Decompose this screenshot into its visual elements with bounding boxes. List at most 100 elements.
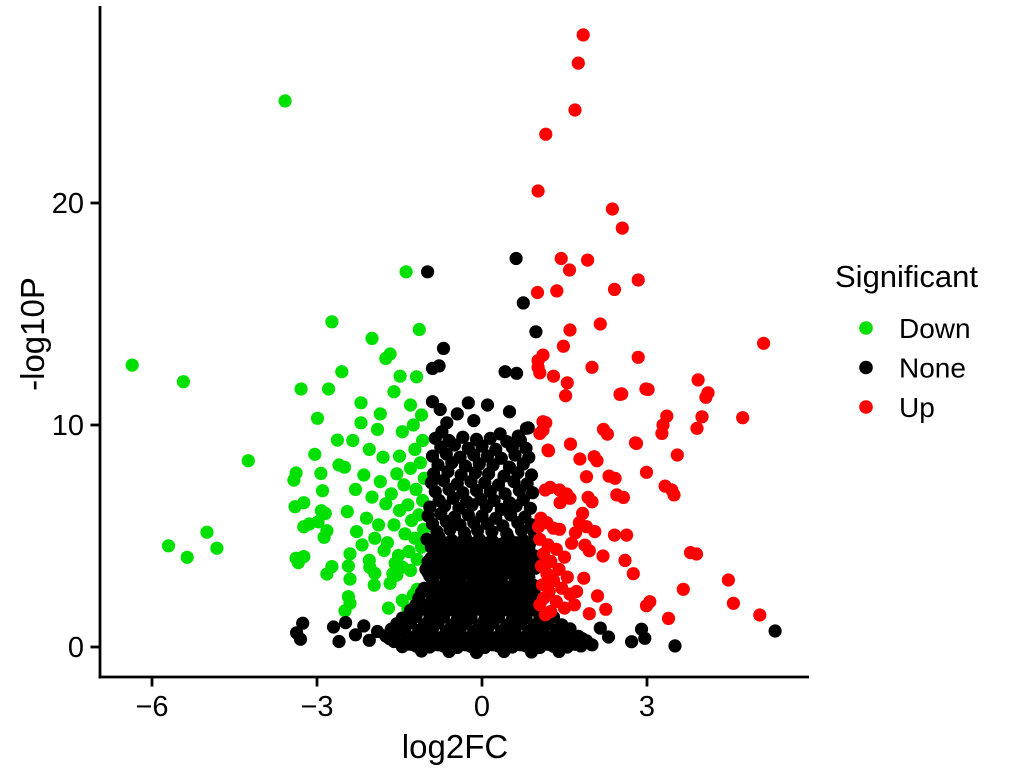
data-point <box>639 465 654 479</box>
data-point <box>339 616 353 630</box>
data-point <box>424 600 438 615</box>
data-point <box>533 598 547 612</box>
data-point <box>557 550 572 564</box>
data-point <box>576 28 590 42</box>
data-point <box>585 638 599 652</box>
data-point <box>410 370 424 384</box>
data-point <box>176 375 190 389</box>
data-point <box>387 518 401 532</box>
data-point <box>689 547 704 561</box>
data-point <box>625 635 639 649</box>
data-point <box>626 567 640 581</box>
data-point <box>311 515 325 529</box>
data-point <box>296 616 310 630</box>
data-point <box>552 644 566 659</box>
data-point <box>368 531 382 545</box>
legend-label-none: None <box>899 353 966 384</box>
data-point <box>365 490 379 504</box>
data-point <box>615 221 629 235</box>
data-point <box>398 527 412 541</box>
data-point <box>348 628 363 642</box>
data-point <box>618 553 632 568</box>
data-point <box>533 366 547 380</box>
y-axis-title: -log10P <box>14 277 51 391</box>
data-point <box>350 525 364 539</box>
data-point <box>483 431 497 445</box>
data-point <box>343 547 357 561</box>
data-point <box>315 484 330 498</box>
data-point <box>414 644 429 658</box>
data-point <box>539 127 553 141</box>
data-point <box>502 405 517 419</box>
data-point <box>362 553 376 568</box>
x-tick-label: 0 <box>474 691 490 723</box>
data-point <box>461 396 475 410</box>
data-point <box>546 369 561 383</box>
series-none <box>290 251 782 660</box>
data-point <box>377 543 391 558</box>
data-point <box>180 550 194 564</box>
data-point <box>573 452 587 466</box>
data-point <box>405 513 419 528</box>
data-point <box>287 473 301 487</box>
y-tick-label: 10 <box>52 410 84 442</box>
data-point <box>655 426 669 440</box>
data-point <box>416 433 430 448</box>
data-point <box>541 443 555 457</box>
data-point <box>325 315 339 329</box>
data-point <box>348 482 363 496</box>
data-point <box>412 322 426 337</box>
data-point <box>593 621 607 635</box>
data-point <box>563 491 577 505</box>
data-point <box>125 358 139 372</box>
data-point <box>585 495 599 509</box>
data-point <box>433 402 447 417</box>
data-point <box>161 539 176 553</box>
data-point <box>556 339 571 353</box>
data-point <box>456 430 470 444</box>
data-point <box>546 573 561 588</box>
data-point <box>409 482 423 496</box>
data-point <box>414 408 429 422</box>
data-point <box>402 544 416 559</box>
data-point <box>667 488 681 502</box>
data-point <box>521 421 535 435</box>
data-point <box>397 478 411 492</box>
data-point <box>600 427 615 441</box>
data-point <box>605 202 620 216</box>
data-point <box>521 601 535 616</box>
data-point <box>524 645 539 659</box>
data-point <box>567 598 582 612</box>
legend-title: Significant <box>835 259 978 294</box>
data-point <box>340 505 354 519</box>
data-point <box>357 619 371 633</box>
legend-label-down: Down <box>899 313 971 344</box>
data-point <box>357 468 371 482</box>
data-point <box>550 284 564 298</box>
data-point <box>343 596 357 610</box>
data-point <box>447 438 462 452</box>
data-point <box>563 437 578 451</box>
data-point <box>384 487 398 501</box>
data-point <box>616 490 631 504</box>
data-point <box>532 520 546 534</box>
data-point <box>392 449 407 463</box>
data-point <box>320 567 334 581</box>
data-point <box>607 528 622 542</box>
data-point <box>446 491 460 505</box>
data-point <box>562 263 577 277</box>
series-up <box>530 28 771 626</box>
data-point <box>497 644 511 659</box>
data-point <box>466 601 480 615</box>
data-point <box>690 421 704 435</box>
data-point <box>639 599 654 613</box>
data-point <box>291 556 305 570</box>
data-point <box>574 639 588 653</box>
data-point <box>373 407 387 421</box>
data-point <box>638 631 652 645</box>
data-point <box>568 526 583 540</box>
data-point <box>620 528 634 542</box>
data-point <box>579 470 594 484</box>
data-point <box>552 522 567 536</box>
